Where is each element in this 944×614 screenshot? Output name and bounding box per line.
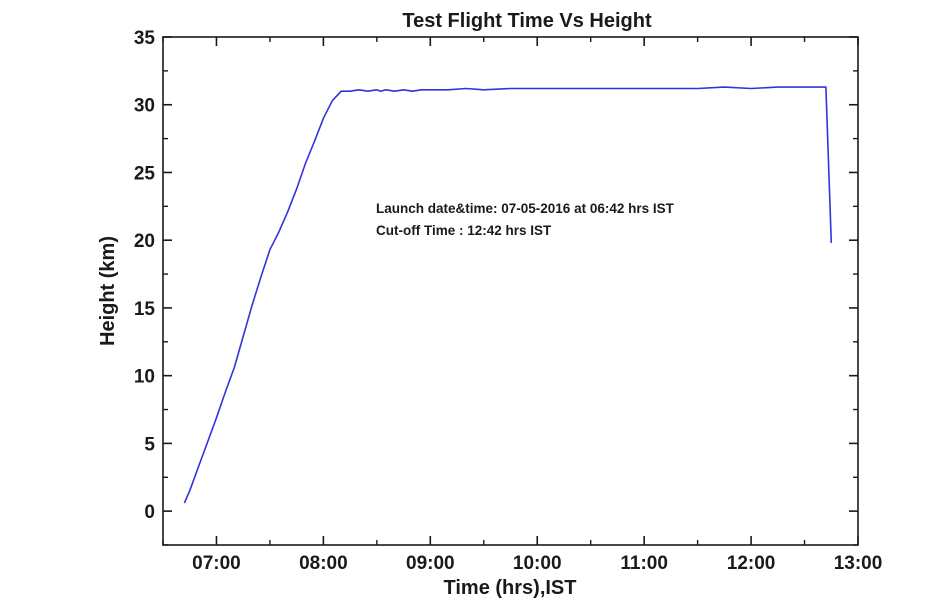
x-axis-label: Time (hrs),IST xyxy=(444,577,577,599)
y-tick-label: 25 xyxy=(134,163,156,184)
x-tick-label: 11:00 xyxy=(620,553,668,574)
y-tick-label: 20 xyxy=(134,231,155,252)
annotation-cutoff: Cut-off Time : 12:42 hrs IST xyxy=(376,223,552,238)
tick-labels: 07:00 08:00 09:00 10:00 11:00 12:00 13:00 0 5 10 1… xyxy=(134,28,882,574)
annotation-launch: Launch date&time: 07-05-2016 at 06:42 hr… xyxy=(376,201,675,216)
y-tick-label: 0 xyxy=(144,502,155,523)
x-tick-label: 09:00 xyxy=(406,553,455,574)
x-tick-label: 08:00 xyxy=(299,553,348,574)
x-tick-label: 10:00 xyxy=(513,553,562,574)
chart-title: Test Flight Time Vs Height xyxy=(402,10,652,32)
series-line-height xyxy=(183,86,833,504)
plot-frame xyxy=(162,36,859,546)
axis-ticks xyxy=(162,36,859,546)
x-tick-label: 13:00 xyxy=(834,553,883,574)
y-tick-label: 5 xyxy=(144,434,155,455)
y-tick-label: 30 xyxy=(134,96,155,117)
y-tick-label: 35 xyxy=(134,28,156,49)
x-tick-label: 07:00 xyxy=(192,553,241,574)
y-tick-label: 10 xyxy=(134,367,155,388)
x-tick-label: 12:00 xyxy=(727,553,776,574)
y-tick-label: 15 xyxy=(134,299,156,320)
y-axis-label: Height (km) xyxy=(97,236,119,346)
